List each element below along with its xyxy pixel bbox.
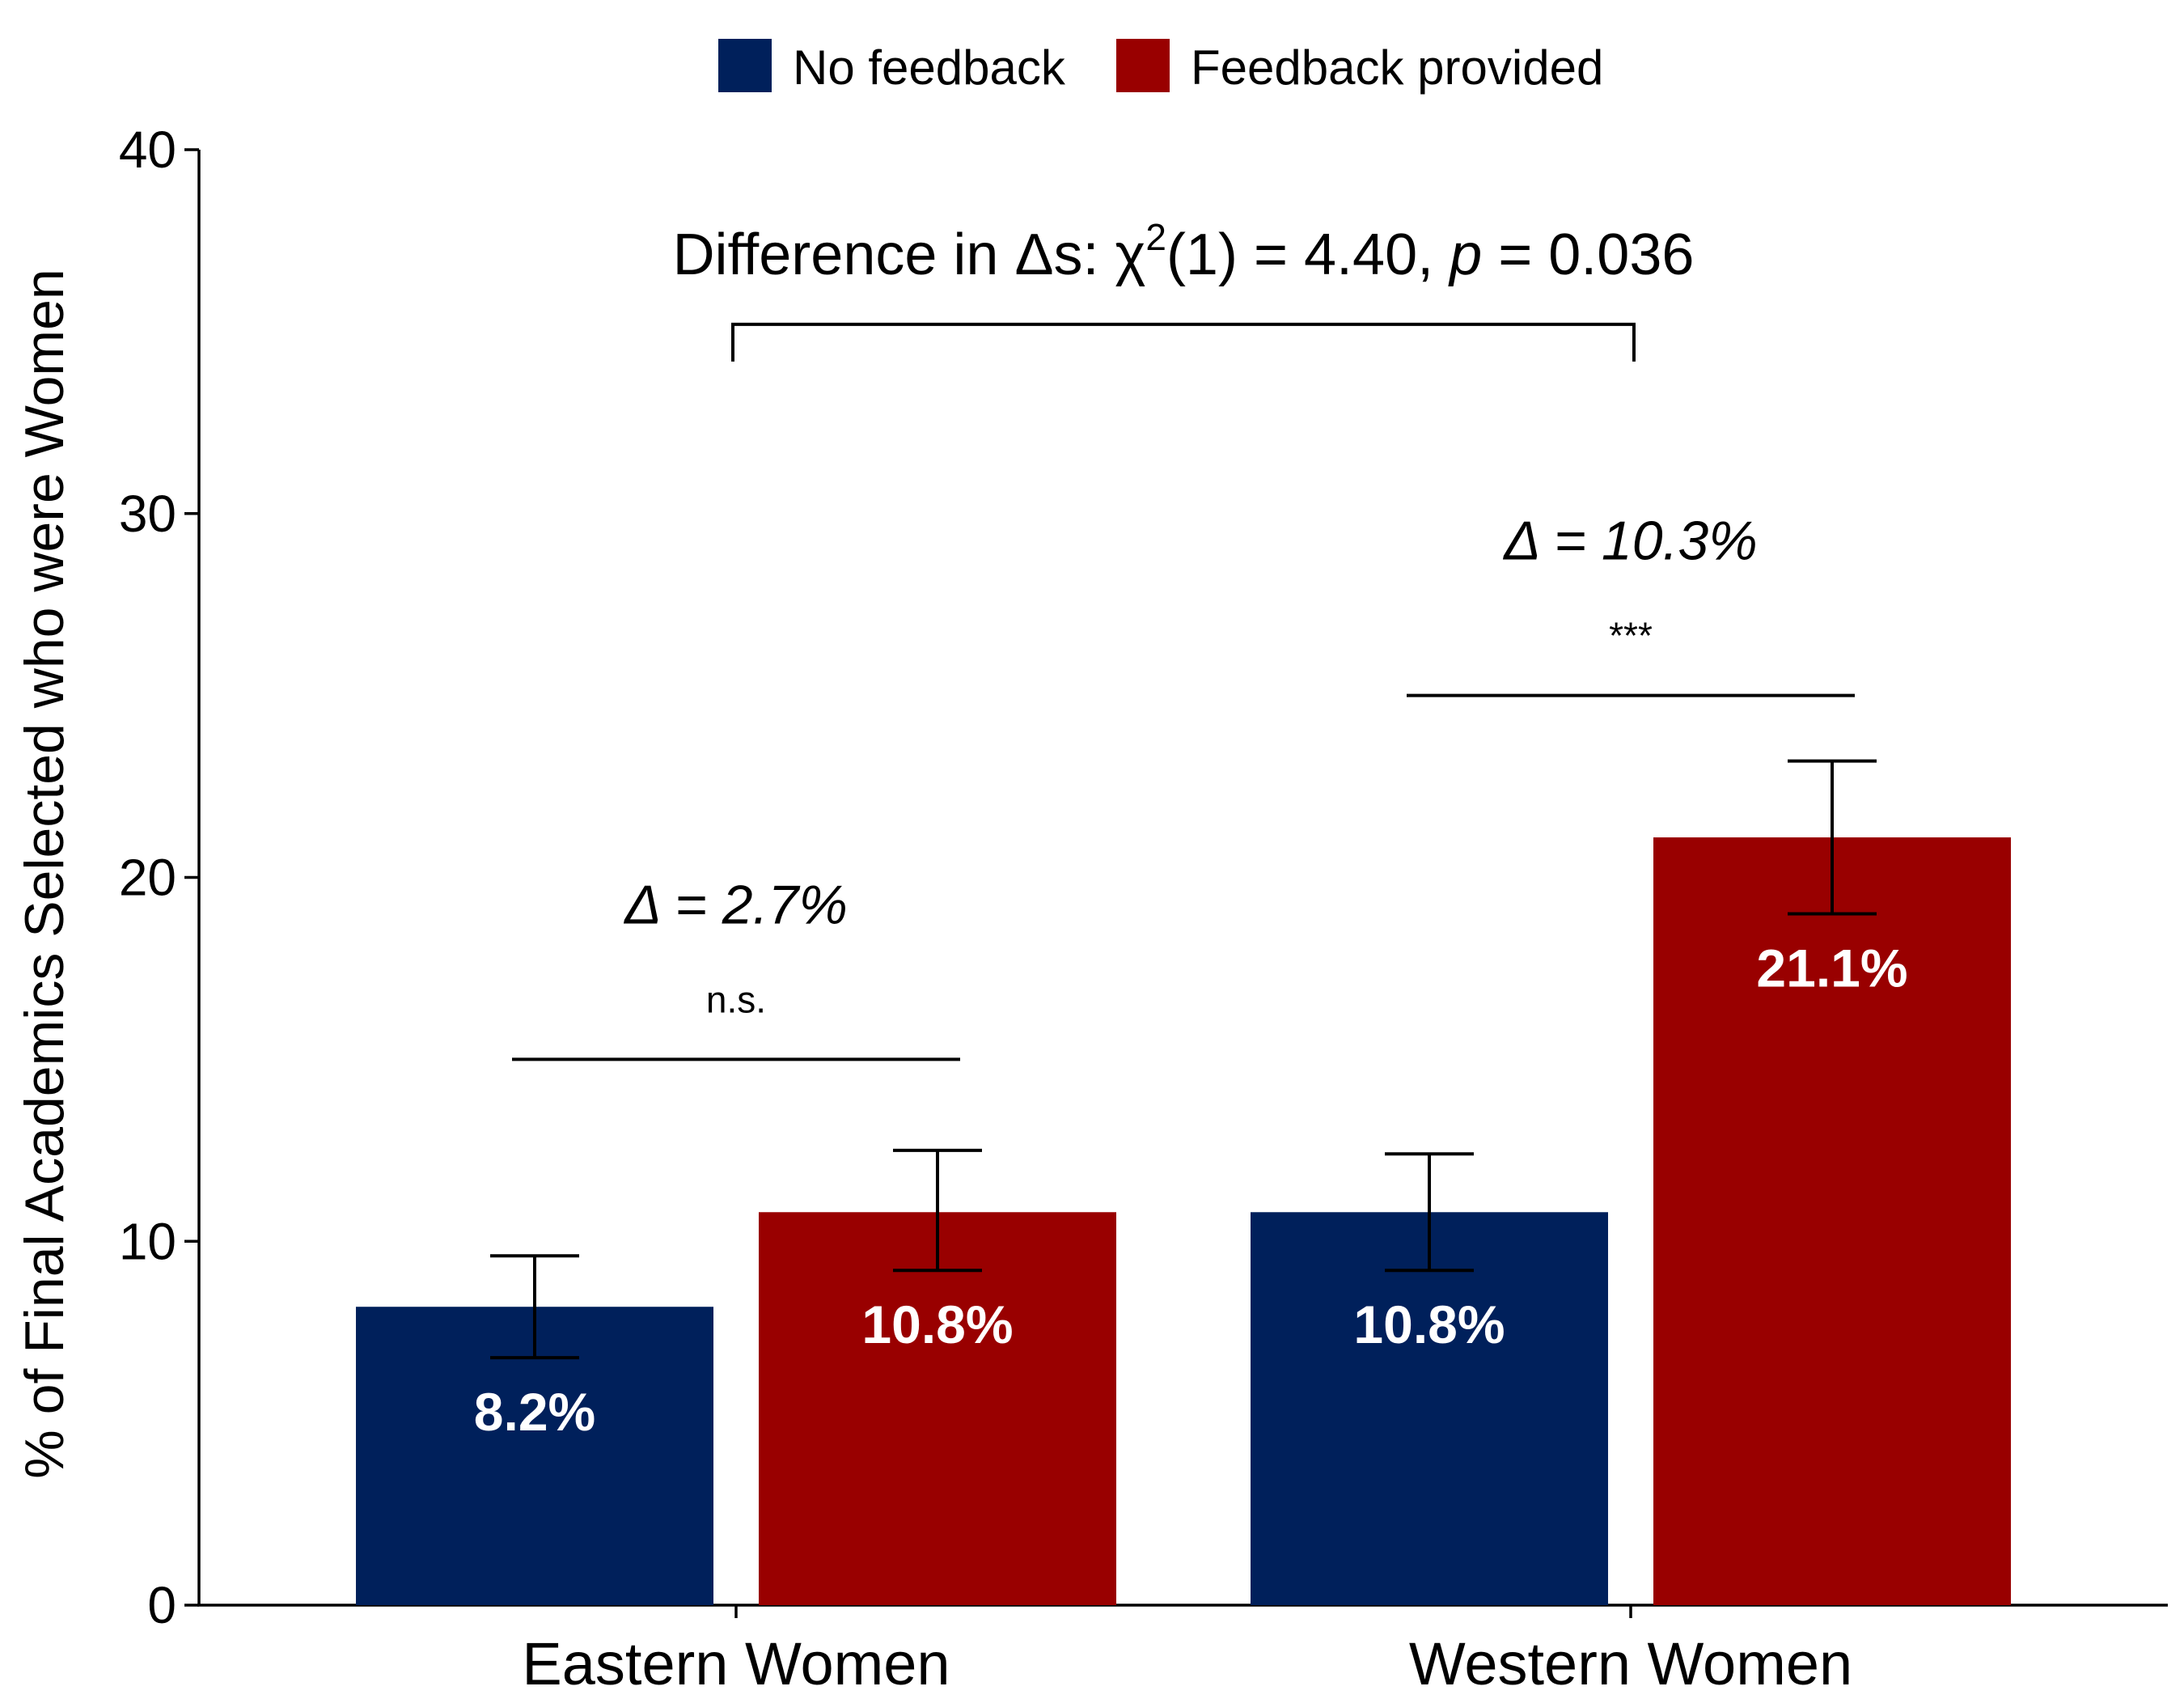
x-tick-label-0: Eastern Women xyxy=(522,1630,950,1697)
top-comparison-text: Difference in Δs: χ2(1) = 4.40, p = 0.03… xyxy=(673,216,1695,287)
legend-label-feedback-provided: Feedback provided xyxy=(1191,40,1603,95)
y-tick-label-2: 20 xyxy=(119,849,176,907)
y-axis-label: % of Final Academics Selected who were W… xyxy=(14,269,75,1478)
y-axis-ticks: 0 10 20 30 40 xyxy=(119,121,199,1634)
y-tick-label-0: 0 xyxy=(147,1576,176,1634)
bar-value-label-1-0: 10.8% xyxy=(861,1294,1013,1354)
comparison-significance-1: *** xyxy=(1609,615,1653,657)
legend-label-no-feedback: No feedback xyxy=(793,40,1066,95)
top-comparison: Difference in Δs: χ2(1) = 4.40, p = 0.03… xyxy=(673,216,1695,362)
top-comparison-superscript: 2 xyxy=(1145,216,1166,258)
bar-value-label-0-1: 10.8% xyxy=(1353,1294,1505,1354)
legend-swatch-no-feedback xyxy=(718,39,772,92)
bar-0-1 xyxy=(1251,1212,1608,1605)
legend-swatch-feedback-provided xyxy=(1116,39,1170,92)
comparison-annotations: n.s. Δ = 2.7% *** Δ = 10.3% xyxy=(512,511,1855,1061)
top-comparison-middle: (1) = 4.40, xyxy=(1166,222,1450,287)
bar-value-label-0-0: 8.2% xyxy=(474,1382,595,1442)
bar-1-0 xyxy=(759,1212,1116,1605)
y-tick-label-3: 30 xyxy=(119,485,176,543)
x-axis-ticks: Eastern Women Western Women xyxy=(522,1605,1852,1697)
bar-value-labels: 8.2% 10.8% 10.8% 21.1% xyxy=(474,938,1908,1442)
top-comparison-bracket xyxy=(731,322,1636,362)
bar-value-label-1-1: 21.1% xyxy=(1756,938,1907,998)
y-tick-label-1: 10 xyxy=(119,1212,176,1270)
legend: No feedback Feedback provided xyxy=(718,39,1603,95)
y-tick-label-4: 40 xyxy=(119,121,176,179)
top-comparison-p: p xyxy=(1448,222,1482,287)
comparison-significance-0: n.s. xyxy=(706,978,766,1020)
comparison-delta-1: Δ = 10.3% xyxy=(1502,511,1757,572)
error-bars xyxy=(490,759,1877,1360)
x-tick-label-1: Western Women xyxy=(1409,1630,1852,1697)
top-comparison-suffix: = 0.036 xyxy=(1482,222,1694,287)
comparison-delta-0: Δ = 2.7% xyxy=(623,874,848,935)
bar-1-1 xyxy=(1653,837,2011,1605)
top-comparison-prefix: Difference in Δs: χ xyxy=(673,222,1146,287)
